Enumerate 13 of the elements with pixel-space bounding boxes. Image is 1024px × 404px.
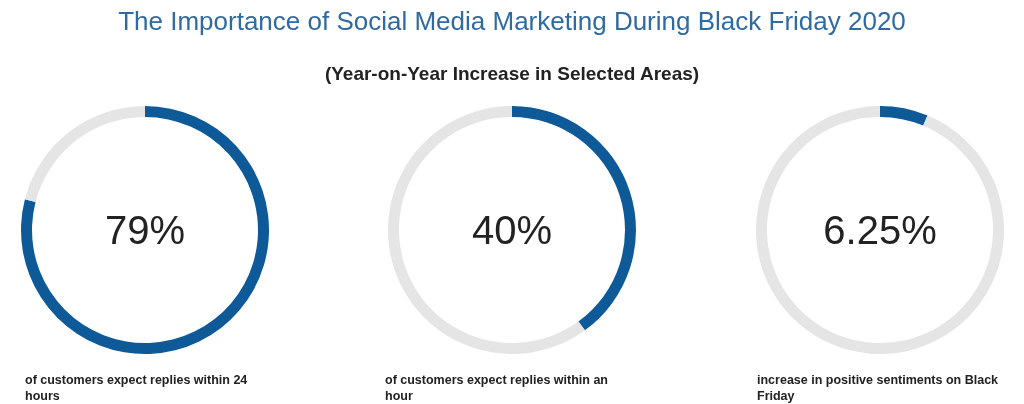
data-label: 79% — [104, 208, 186, 252]
donut-slice — [24, 106, 145, 202]
data-label: 40% — [471, 208, 553, 252]
donut-slice — [880, 106, 928, 126]
text: of customers expect replies within an hour — [385, 373, 608, 403]
chart-subtitle: (Year-on-Year Increase in Selected Areas) — [324, 63, 700, 84]
text: of customers expect replies within 24 hours — [25, 373, 248, 403]
donut-slice — [388, 106, 585, 354]
text: increase in positive sentiments on Black Friday — [757, 373, 999, 403]
text: The Importance of Social Media Marketing During Black Friday 2020 — [118, 6, 906, 36]
donut-slice — [21, 106, 269, 354]
data-label: 6.25% — [823, 208, 937, 252]
donut-slice — [756, 106, 1004, 354]
